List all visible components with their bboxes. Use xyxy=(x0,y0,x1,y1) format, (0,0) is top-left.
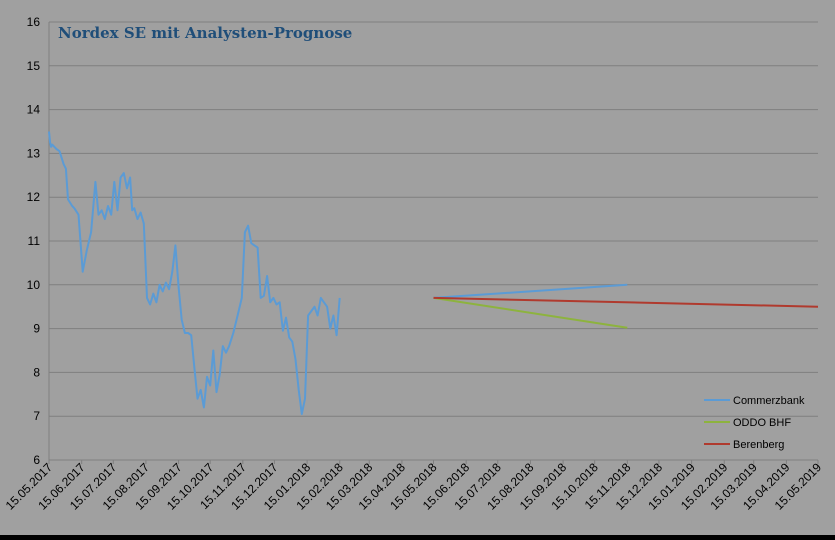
legend-label: ODDO BHF xyxy=(733,417,791,429)
y-tick-label: 8 xyxy=(33,365,40,379)
x-axis-ticks: 15.05.201715.06.201715.07.201715.08.2017… xyxy=(3,460,825,513)
forecast-line-2 xyxy=(433,296,819,308)
legend-label: Berenberg xyxy=(733,439,784,451)
y-tick-label: 7 xyxy=(33,409,40,423)
price-series-line xyxy=(48,131,341,415)
y-axis-ticks: 6 7 8 9 10 11 12 13 14 15 16 xyxy=(27,15,41,467)
forecast-line-0 xyxy=(433,283,628,299)
y-tick-label: 14 xyxy=(27,103,41,117)
y-tick-label: 15 xyxy=(27,59,41,73)
series-lines xyxy=(48,131,819,415)
legend: Commerzbank ODDO BHF Berenberg xyxy=(704,395,805,451)
gridlines xyxy=(49,21,818,461)
legend-label: Commerzbank xyxy=(733,395,805,407)
y-tick-label: 10 xyxy=(27,278,41,292)
chart-title: Nordex SE mit Analysten-Prognose xyxy=(58,24,352,42)
y-tick-label: 11 xyxy=(28,234,41,248)
y-tick-label: 13 xyxy=(27,146,41,160)
y-tick-label: 12 xyxy=(27,190,41,204)
y-tick-label: 6 xyxy=(33,453,40,467)
forecast-line-1 xyxy=(433,296,628,329)
y-tick-label: 16 xyxy=(27,15,41,29)
y-tick-label: 9 xyxy=(33,322,40,336)
